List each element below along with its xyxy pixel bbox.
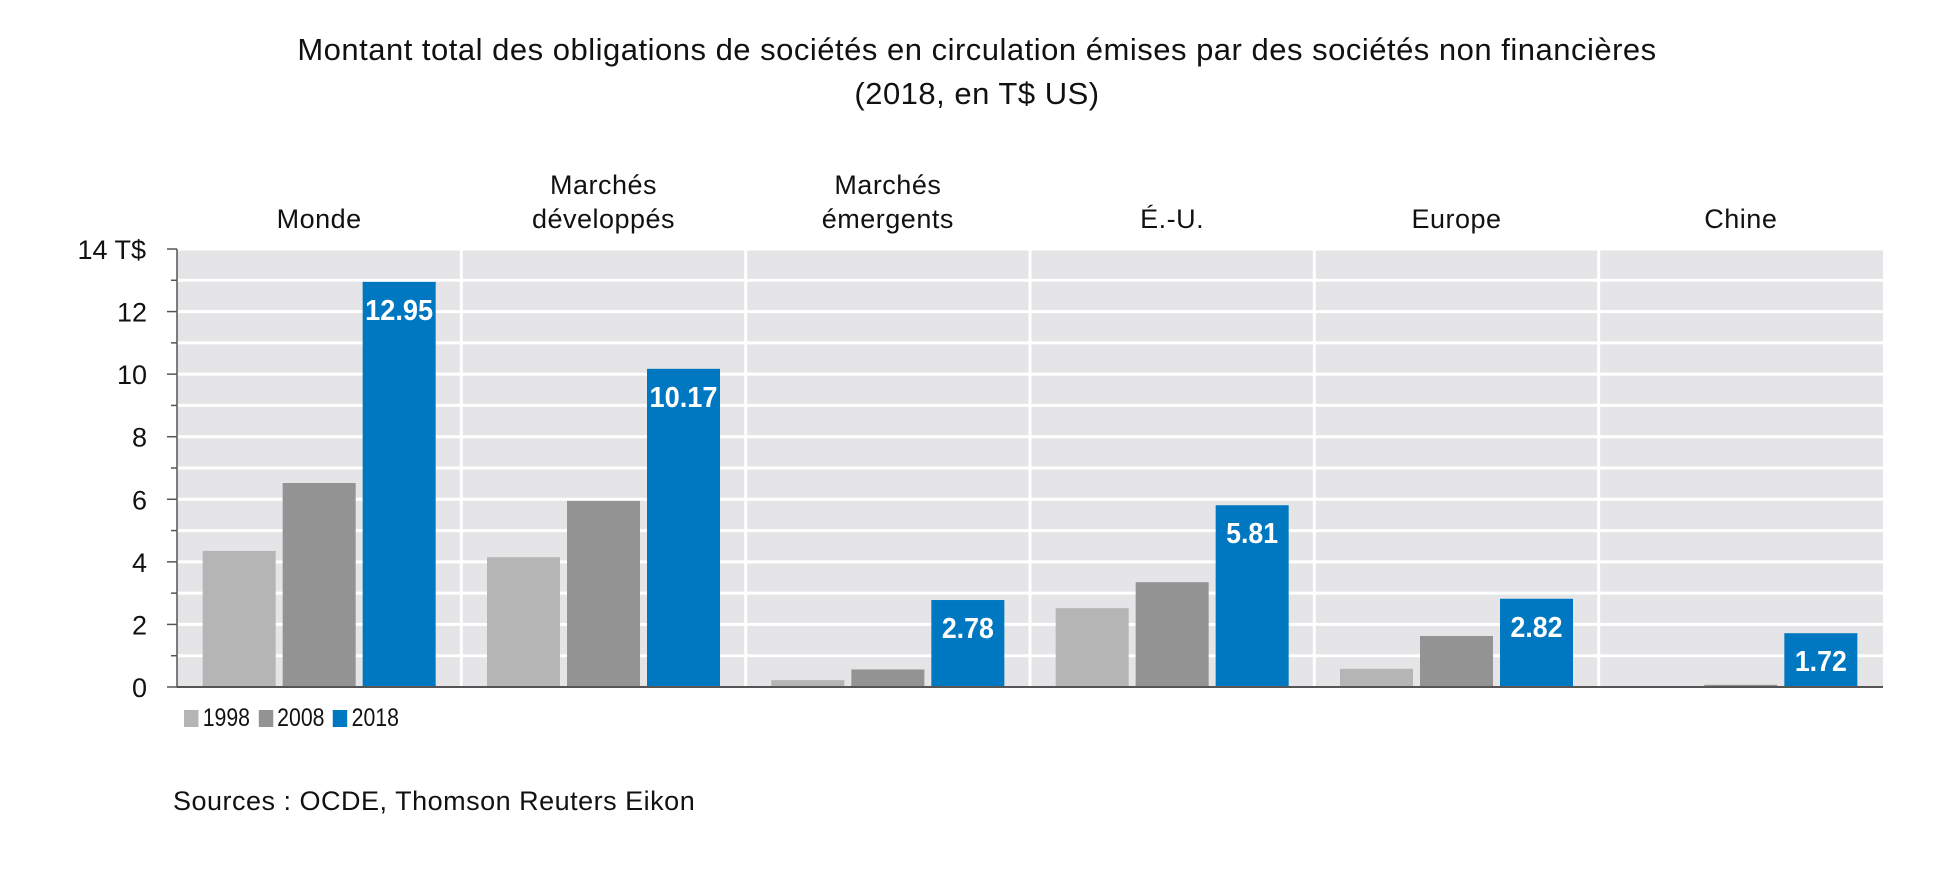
y-tick-label: 6	[132, 485, 147, 515]
bar-2008	[282, 483, 356, 687]
y-tick-label: 12	[117, 298, 147, 328]
category-label: Marchés	[550, 170, 657, 200]
bar-2018	[1500, 598, 1573, 687]
bar-2018	[1215, 505, 1289, 687]
bar-2008	[567, 500, 640, 687]
legend-swatch-1998	[184, 709, 199, 727]
bar-2018	[1784, 633, 1858, 687]
category-label: É.-U.	[1140, 204, 1204, 234]
legend-swatch-2008	[258, 709, 273, 727]
y-tick-label: 14 T$	[77, 235, 146, 265]
bar-1998	[1055, 608, 1129, 687]
data-label: 10.17	[650, 382, 718, 414]
source-note: Sources : OCDE, Thomson Reuters Eikon	[173, 786, 696, 816]
chart-title-line-2: (2018, en T$ US)	[854, 76, 1100, 111]
y-tick-label: 2	[132, 610, 147, 640]
bar-1998	[202, 550, 276, 687]
legend-label-2018: 2018	[351, 703, 399, 732]
chart-title: Montant total des obligations de société…	[0, 28, 1954, 116]
y-tick-label: 4	[132, 548, 147, 578]
category-label: Monde	[277, 204, 362, 234]
bar-1998	[487, 557, 560, 687]
data-label: 2.82	[1511, 612, 1563, 644]
bar-1998	[1340, 668, 1413, 687]
bar-2008	[851, 669, 925, 687]
data-label: 1.72	[1795, 646, 1847, 678]
category-label: Chine	[1704, 204, 1777, 234]
category-label: Europe	[1411, 204, 1501, 234]
bar-2018	[647, 368, 720, 687]
bar-2008	[1704, 684, 1778, 687]
bar-1998	[771, 680, 845, 687]
bar-2018	[931, 600, 1005, 687]
legend-label-1998: 1998	[202, 703, 250, 732]
data-label: 2.78	[942, 613, 994, 645]
category-label: Marchés	[834, 170, 941, 200]
y-tick-label: 8	[132, 423, 147, 453]
legend-item-1998: 1998	[184, 704, 250, 733]
legend-swatch-2018	[332, 709, 348, 727]
y-tick-label: 0	[132, 673, 147, 703]
legend-item-2018: 2018	[332, 703, 399, 733]
legend-item-2008: 2008	[258, 704, 324, 733]
bar-2018	[362, 281, 436, 687]
data-label: 12.95	[365, 295, 433, 327]
legend: 1998 2008 2018	[184, 700, 407, 736]
y-tick-label: 10	[117, 360, 147, 390]
bar-2008	[1420, 636, 1493, 687]
bar-2008	[1135, 582, 1209, 687]
data-label: 5.81	[1226, 518, 1278, 550]
chart-title-line-1: Montant total des obligations de société…	[297, 32, 1657, 67]
category-label: développés	[532, 204, 675, 234]
legend-label-2008: 2008	[277, 703, 325, 732]
category-label: émergents	[822, 204, 954, 234]
